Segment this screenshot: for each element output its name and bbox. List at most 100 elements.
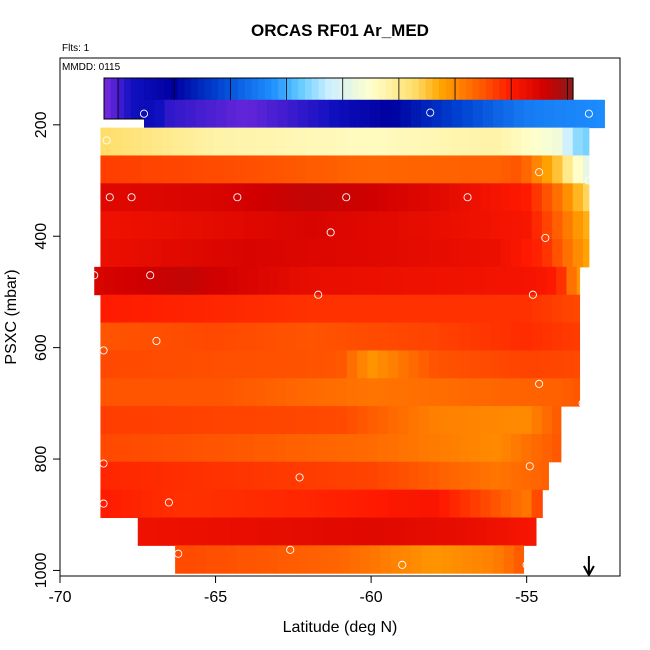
heatmap-cell [274,433,286,463]
heatmap-cell [442,545,453,574]
heatmap-cell [541,322,553,351]
colorbar-segment [546,78,554,119]
heatmap-cell [326,489,338,519]
heatmap-cell [203,211,214,240]
heatmap-cell [541,211,553,240]
heatmap-cell [316,378,327,407]
heatmap-cell [511,322,522,351]
colorbar-segment [204,78,212,119]
heatmap-cell [582,211,590,240]
heatmap-cell [100,155,112,184]
heatmap-cell [371,266,383,296]
heatmap-cell [330,266,342,296]
heatmap-cell [285,433,297,463]
sample-point [146,271,155,280]
heatmap-cell [541,378,553,407]
heatmap-cell [233,211,245,240]
heatmap-cell [459,406,471,435]
heatmap-cell [572,127,584,156]
heatmap-cell [572,378,581,407]
heatmap-cell [377,183,389,212]
heatmap-cell [254,127,266,156]
heatmap-cell [213,461,225,491]
heatmap-cell [148,517,159,546]
heatmap-cell [408,489,420,519]
heatmap-cell [182,322,194,351]
heatmap-cell [377,155,389,184]
heatmap-cell [346,127,358,156]
heatmap-cell [541,461,549,491]
heatmap-cell [552,406,562,435]
colorbar-segment [445,78,453,119]
heatmap-cell [428,211,440,240]
sample-point [342,193,351,202]
sample-point [102,136,111,145]
heatmap-cell [541,406,553,435]
heatmap-cell [564,99,576,129]
heatmap-cell [500,239,512,268]
heatmap-cell [449,406,461,435]
y-tick-label: 600 [33,334,50,361]
heatmap-cell [172,406,184,435]
heatmap-cell [120,322,132,351]
heatmap-cell [332,517,344,546]
heatmap-cell [582,239,590,268]
heatmap-cell [308,545,320,574]
heatmap-cell [154,99,166,129]
heatmap-cell [326,183,338,212]
heatmap-cell [254,183,266,212]
heatmap-cell [428,489,440,519]
colorbar-segment [365,78,373,119]
heatmap-cell [264,489,276,519]
colorbar-segment [526,78,534,119]
heatmap-cell [387,183,399,212]
heatmap-cell [387,239,399,268]
heatmap-cell [357,127,368,156]
heatmap-cell [418,378,430,407]
heatmap-cell [463,266,475,296]
colorbar-segment [291,78,299,119]
heatmap-cell [527,517,537,546]
heatmap-cell [110,322,122,351]
heatmap-cell [456,517,467,546]
heatmap-cell [186,266,198,296]
heatmap-cell [151,294,163,324]
y-axis-label: PSXC (mbar) [3,269,20,364]
heatmap-cell [398,127,409,156]
heatmap-cell [357,433,368,463]
heatmap-cell [562,322,574,351]
heatmap-cell [223,350,235,379]
heatmap-cell [490,378,502,407]
heatmap-cell [244,350,255,379]
sample-point [584,109,593,118]
heatmap-cell [486,517,498,546]
heatmap-cell [168,517,180,546]
heatmap-cell [223,489,235,519]
heatmap-cell [244,378,255,407]
heatmap-cell [428,461,440,491]
heatmap-cell [141,155,153,184]
heatmap-cell [216,545,227,574]
heatmap-cell [182,350,194,379]
heatmap-cell [398,155,409,184]
heatmap-cell [213,211,225,240]
heatmap-cell [285,378,297,407]
heatmap-cell [158,517,170,546]
heatmap-cell [350,266,362,296]
heatmap-cell [244,406,255,435]
heatmap-cell [439,406,451,435]
heatmap-cell [572,183,584,212]
heatmap-cell [459,489,471,519]
heatmap-cell [131,350,143,379]
heatmap-cell [264,155,276,184]
colorbar-segment [231,78,239,119]
sample-point [314,290,323,299]
heatmap-cell [418,239,430,268]
heatmap-cell [305,433,317,463]
colorbar-segment [137,78,145,119]
heatmap-cell [279,266,290,296]
heatmap-cell [203,433,214,463]
heatmap-cell [541,239,553,268]
heatmap-cell [500,433,512,463]
heatmap-cell [120,183,132,212]
